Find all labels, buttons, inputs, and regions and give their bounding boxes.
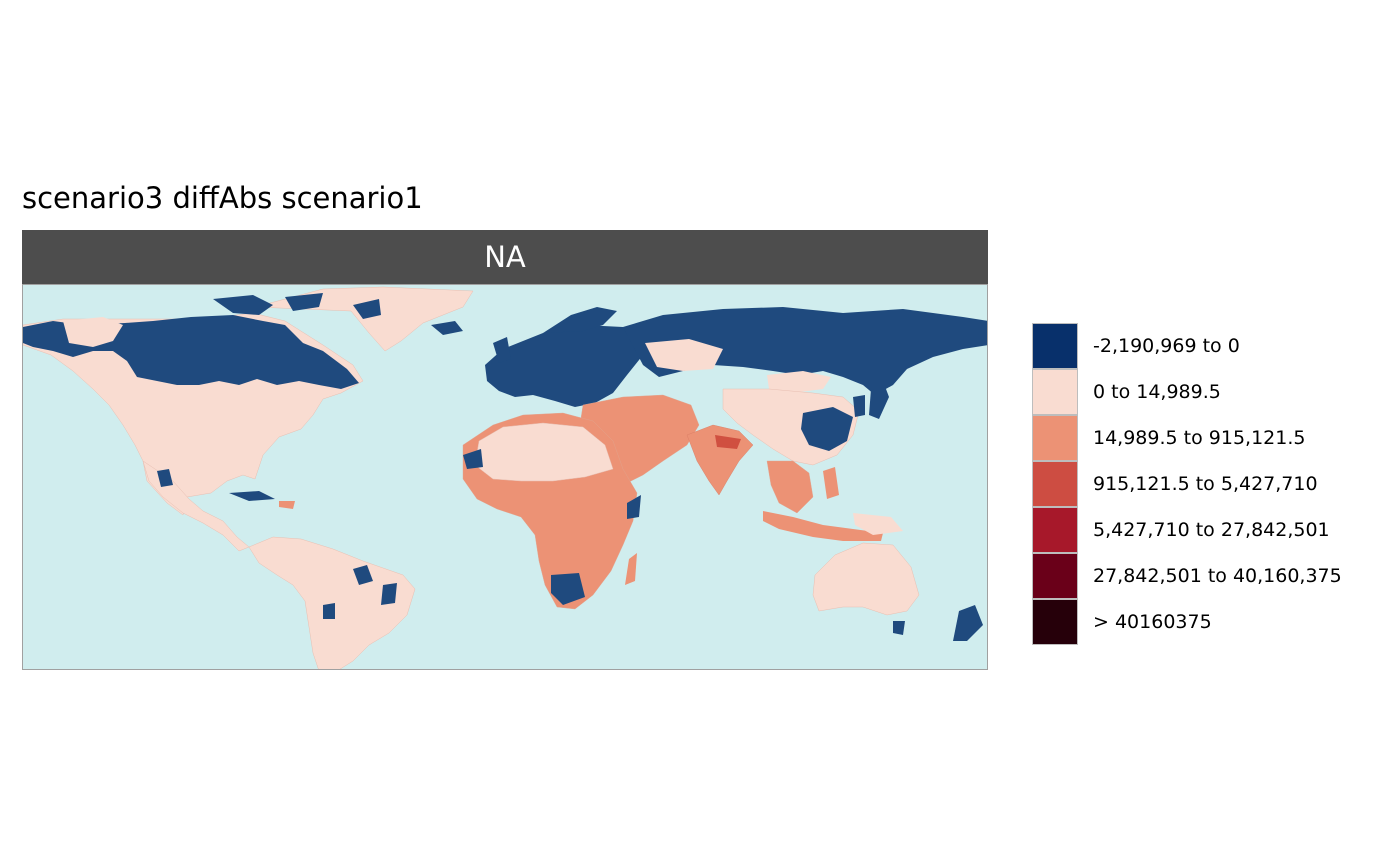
legend-label: 5,427,710 to 27,842,501 — [1093, 519, 1330, 541]
region-horn-dec — [627, 495, 641, 519]
region-europe — [485, 325, 643, 407]
legend-item: 0 to 14,989.5 — [1032, 369, 1372, 415]
legend-swatch — [1032, 461, 1078, 507]
region-japan — [869, 381, 889, 419]
plot-title: scenario3 diffAbs scenario1 — [22, 181, 423, 215]
legend-swatch — [1032, 507, 1078, 553]
region-uk — [493, 337, 511, 363]
region-hispaniola — [279, 501, 295, 509]
legend-item: > 40160375 — [1032, 599, 1372, 645]
region-west-africa-dec — [463, 449, 483, 469]
region-korea — [853, 395, 865, 417]
region-east-china-dec — [801, 407, 853, 451]
facet-strip: NA — [22, 230, 988, 284]
region-indonesia — [763, 511, 883, 541]
legend-label: 14,989.5 to 915,121.5 — [1093, 427, 1306, 449]
region-alaska-tip — [63, 317, 123, 347]
region-india-high — [715, 435, 741, 449]
facet-strip-label: NA — [484, 240, 526, 274]
legend-item: -2,190,969 to 0 — [1032, 323, 1372, 369]
region-india — [686, 424, 754, 496]
legend-swatch — [1032, 323, 1078, 369]
legend-label: -2,190,969 to 0 — [1093, 335, 1240, 357]
legend-item: 915,121.5 to 5,427,710 — [1032, 461, 1372, 507]
region-philippines — [823, 467, 839, 499]
region-mongolia — [767, 371, 831, 393]
region-south-america — [248, 536, 416, 669]
region-arctic-islands — [213, 293, 381, 319]
legend-item: 14,989.5 to 915,121.5 — [1032, 415, 1372, 461]
region-brazil-dec — [323, 565, 397, 619]
legend-item: 27,842,501 to 40,160,375 — [1032, 553, 1372, 599]
region-new-zealand — [953, 605, 983, 641]
legend-swatch — [1032, 415, 1078, 461]
map-panel: NA — [22, 230, 988, 670]
region-madagascar — [625, 553, 637, 585]
world-map-svg — [23, 286, 987, 669]
legend-label: 915,121.5 to 5,427,710 — [1093, 473, 1318, 495]
region-mexico-dec — [157, 469, 173, 487]
region-russia — [623, 307, 987, 395]
region-tasmania — [893, 621, 905, 635]
region-scandinavia — [543, 307, 617, 333]
region-south-africa-dec — [551, 573, 585, 605]
legend-item: 5,427,710 to 27,842,501 — [1032, 507, 1372, 553]
legend-label: 0 to 14,989.5 — [1093, 381, 1221, 403]
region-southeast-asia — [766, 460, 814, 514]
region-kazakhstan — [645, 339, 723, 371]
legend-label: 27,842,501 to 40,160,375 — [1093, 565, 1342, 587]
world-map — [22, 284, 988, 670]
region-sahara — [474, 422, 614, 482]
region-new-guinea — [853, 513, 903, 535]
legend-label: > 40160375 — [1093, 611, 1212, 633]
legend-swatch — [1032, 599, 1078, 645]
region-iceland — [431, 321, 463, 335]
legend-swatch — [1032, 553, 1078, 599]
region-cuba — [229, 491, 275, 501]
legend-swatch — [1032, 369, 1078, 415]
region-australia — [812, 542, 920, 616]
